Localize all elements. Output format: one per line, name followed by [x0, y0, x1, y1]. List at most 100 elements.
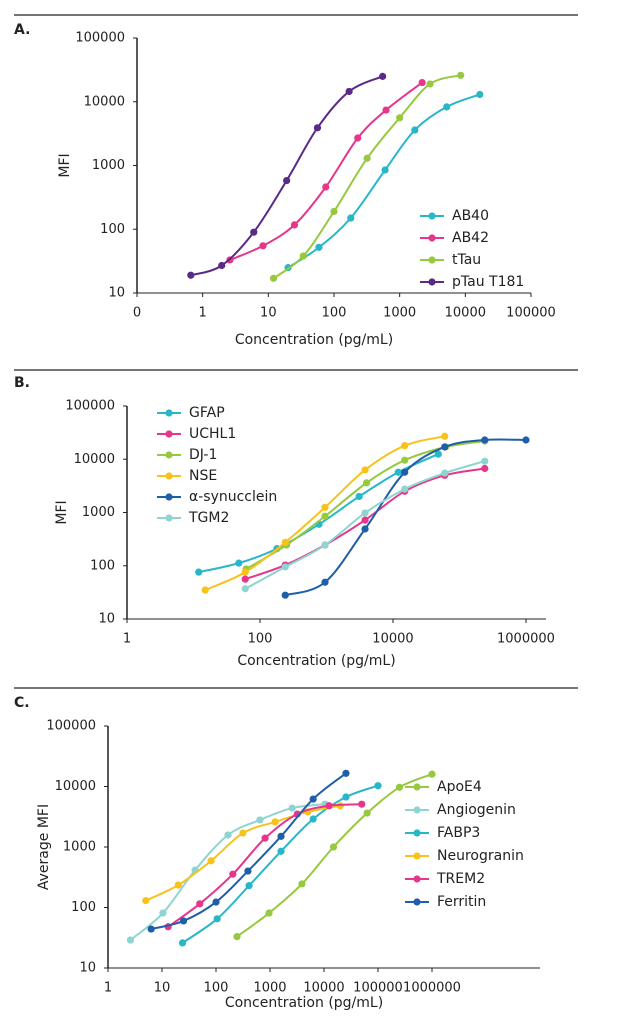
x-tick-label: 1000000 [497, 632, 555, 647]
data-point [379, 72, 387, 80]
data-point [207, 857, 215, 865]
data-point [396, 114, 404, 122]
y-axis-title: MFI [54, 500, 70, 524]
data-point [361, 509, 369, 517]
legend-marker [428, 234, 436, 242]
data-point [299, 252, 307, 260]
data-point [441, 432, 449, 440]
data-point [382, 106, 390, 114]
data-point [355, 492, 363, 501]
data-point [362, 479, 371, 487]
y-tick-label: 10 [98, 612, 115, 627]
data-point [426, 80, 434, 88]
panel-label: B. [14, 375, 30, 391]
data-point [443, 103, 451, 111]
legend-marker [428, 256, 436, 264]
data-point [195, 568, 203, 576]
data-point [250, 228, 258, 236]
legend-label: NSE [189, 468, 217, 484]
data-point [418, 78, 426, 87]
legend-marker [413, 806, 421, 814]
legend-marker [165, 430, 173, 438]
data-point [288, 804, 296, 812]
data-point [481, 457, 489, 465]
data-point [441, 469, 449, 477]
data-point [321, 512, 329, 520]
data-point [218, 261, 226, 270]
series-line [167, 803, 362, 928]
x-tick-label: 1000 [383, 306, 416, 321]
data-point [313, 124, 322, 132]
y-tick-label: 100 [71, 900, 96, 915]
data-point [322, 183, 330, 191]
data-point [201, 586, 209, 594]
data-point [126, 936, 135, 944]
y-axis-title: Average MFI [36, 804, 52, 890]
data-point [395, 783, 404, 791]
legend-marker [413, 898, 421, 906]
data-point [441, 443, 449, 451]
x-tick-label: 1000000 [403, 981, 461, 996]
data-point [233, 933, 241, 941]
data-point [212, 898, 220, 906]
legend-label: GFAP [189, 405, 225, 421]
data-point [358, 800, 366, 808]
legend-marker [413, 852, 421, 860]
x-tick-label: 10 [154, 981, 171, 996]
y-tick-label: 10000 [84, 94, 125, 109]
legend-label: DJ-1 [189, 447, 217, 463]
data-point [401, 485, 409, 493]
y-tick-label: 10 [108, 286, 125, 301]
data-point [522, 436, 530, 444]
data-point [298, 880, 306, 888]
legend-label: Angiogenin [437, 802, 516, 818]
y-tick-label: 10 [79, 961, 96, 976]
data-point [347, 214, 355, 222]
data-point [381, 166, 389, 174]
data-point [244, 867, 252, 875]
data-point [401, 442, 409, 450]
data-point [401, 468, 409, 476]
data-point [315, 243, 323, 251]
x-tick-label: 100000 [506, 306, 556, 321]
legend-label: UCHL1 [189, 426, 236, 442]
data-point [428, 770, 436, 778]
data-point [277, 832, 285, 840]
legend-label: ApoE4 [437, 779, 482, 795]
legend-marker [165, 493, 173, 501]
y-axis-title: MFI [57, 153, 73, 177]
data-point [321, 541, 329, 549]
data-point [239, 829, 247, 837]
data-point [361, 466, 369, 474]
x-tick-label: 10000 [445, 306, 486, 321]
data-point [361, 525, 369, 533]
x-axis-title: Concentration (pg/mL) [235, 332, 393, 348]
legend-marker [165, 514, 173, 522]
data-point [321, 503, 329, 511]
data-point [374, 782, 382, 790]
data-point [361, 516, 369, 524]
legend-label: pTau T181 [452, 274, 524, 290]
series-line [229, 81, 423, 261]
legend-marker [165, 409, 173, 417]
x-axis-title: Concentration (pg/mL) [237, 653, 395, 669]
x-tick-label: 0 [133, 306, 141, 321]
y-tick-label: 100000 [65, 399, 115, 414]
data-point [224, 831, 232, 839]
x-tick-label: 100 [248, 632, 273, 647]
legend-label: AB40 [452, 208, 489, 224]
data-point [142, 897, 150, 905]
data-point [235, 559, 243, 567]
data-point [196, 900, 204, 908]
data-point [434, 450, 442, 458]
legend-label: Ferritin [437, 894, 486, 910]
legend-marker [413, 875, 421, 883]
y-tick-label: 1000 [92, 158, 125, 173]
y-tick-label: 100000 [75, 31, 125, 46]
legend-marker [165, 472, 173, 480]
y-tick-label: 100 [100, 222, 125, 237]
data-point [277, 847, 285, 855]
legend-label: α-synucclein [189, 489, 277, 505]
